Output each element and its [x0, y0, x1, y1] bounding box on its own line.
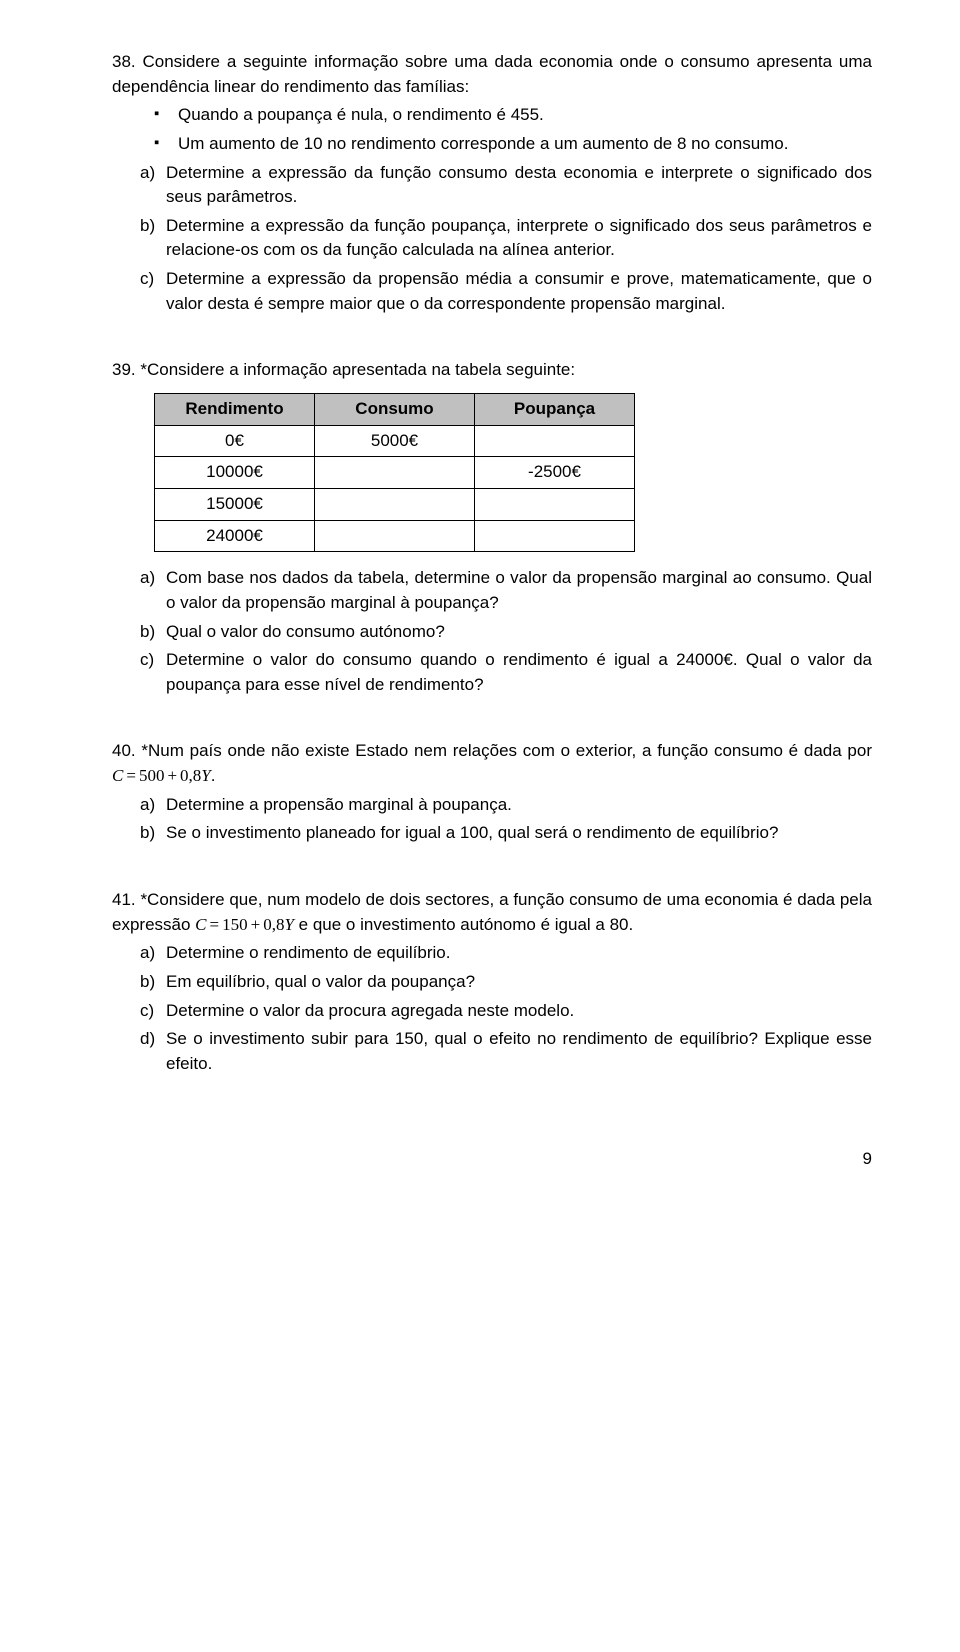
sub-text: Determine a propensão marginal à poupanç… [166, 795, 512, 814]
bullet-item: Quando a poupança é nula, o rendimento é… [154, 103, 872, 128]
question-intro: 38. Considere a seguinte informação sobr… [112, 50, 872, 99]
cell: 5000€ [315, 425, 475, 457]
cell: 15000€ [155, 488, 315, 520]
sub-item-b: b) Qual o valor do consumo autónomo? [140, 620, 872, 645]
sub-item-c: c) Determine o valor da procura agregada… [140, 999, 872, 1024]
sub-list: a) Determine o rendimento de equilíbrio.… [140, 941, 872, 1076]
sub-marker: c) [140, 267, 154, 292]
cell: 0€ [155, 425, 315, 457]
col-header: Poupança [475, 394, 635, 426]
cell [475, 520, 635, 552]
question-number: 41. [112, 890, 136, 909]
formula: C=150+0,8Y [195, 915, 294, 934]
sub-list: a) Determine a propensão marginal à poup… [140, 793, 872, 846]
cell [475, 488, 635, 520]
table-row: 15000€ [155, 488, 635, 520]
sub-list: a) Determine a expressão da função consu… [140, 161, 872, 317]
sub-text: Determine o valor da procura agregada ne… [166, 1001, 574, 1020]
sub-text: Determine a expressão da propensão média… [166, 269, 872, 313]
question-40: 40. *Num país onde não existe Estado nem… [112, 739, 872, 846]
table-row: 0€ 5000€ [155, 425, 635, 457]
sub-item-c: c) Determine o valor do consumo quando o… [140, 648, 872, 697]
sub-item-a: a) Determine o rendimento de equilíbrio. [140, 941, 872, 966]
sub-text: Em equilíbrio, qual o valor da poupança? [166, 972, 475, 991]
cell: 24000€ [155, 520, 315, 552]
cell [315, 520, 475, 552]
question-intro-pre: *Num país onde não existe Estado nem rel… [141, 741, 872, 760]
page-number: 9 [112, 1147, 872, 1172]
question-intro-text: Considere a seguinte informação sobre um… [112, 52, 872, 96]
sub-text: Se o investimento subir para 150, qual o… [166, 1029, 872, 1073]
sub-item-a: a) Com base nos dados da tabela, determi… [140, 566, 872, 615]
question-intro-post: . [211, 766, 216, 785]
col-header: Rendimento [155, 394, 315, 426]
table-row: 10000€ -2500€ [155, 457, 635, 489]
const: 500 [139, 766, 165, 785]
sub-marker: b) [140, 970, 155, 995]
sub-marker: d) [140, 1027, 155, 1052]
cell [315, 457, 475, 489]
question-39: 39. *Considere a informação apresentada … [112, 358, 872, 697]
sub-item-c: c) Determine a expressão da propensão mé… [140, 267, 872, 316]
sub-marker: a) [140, 161, 155, 186]
table-header-row: Rendimento Consumo Poupança [155, 394, 635, 426]
sub-text: Determine a expressão da função poupança… [166, 216, 872, 260]
bullet-list: Quando a poupança é nula, o rendimento é… [154, 103, 872, 156]
question-intro: 40. *Num país onde não existe Estado nem… [112, 739, 872, 788]
sub-item-b: b) Determine a expressão da função poupa… [140, 214, 872, 263]
question-number: 39. [112, 360, 136, 379]
eq-sign: = [207, 915, 223, 934]
table-row: 24000€ [155, 520, 635, 552]
cell: -2500€ [475, 457, 635, 489]
sub-list: a) Com base nos dados da tabela, determi… [140, 566, 872, 697]
question-intro: 39. *Considere a informação apresentada … [112, 358, 872, 383]
col-header: Consumo [315, 394, 475, 426]
sub-marker: c) [140, 648, 154, 673]
sub-text: Determine o rendimento de equilíbrio. [166, 943, 450, 962]
sub-text: Qual o valor do consumo autónomo? [166, 622, 445, 641]
sub-marker: a) [140, 941, 155, 966]
coef: 0,8 [263, 915, 284, 934]
sub-item-a: a) Determine a propensão marginal à poup… [140, 793, 872, 818]
question-38: 38. Considere a seguinte informação sobr… [112, 50, 872, 316]
sub-marker: c) [140, 999, 154, 1024]
sub-item-b: b) Se o investimento planeado for igual … [140, 821, 872, 846]
question-number: 38. [112, 52, 136, 71]
sub-item-b: b) Em equilíbrio, qual o valor da poupan… [140, 970, 872, 995]
plus-sign: + [248, 915, 264, 934]
cell [475, 425, 635, 457]
sub-item-d: d) Se o investimento subir para 150, qua… [140, 1027, 872, 1076]
var: Y [201, 766, 210, 785]
const: 150 [222, 915, 248, 934]
var: C [112, 766, 123, 785]
plus-sign: + [164, 766, 180, 785]
question-intro-post: e que o investimento autónomo é igual a … [294, 915, 633, 934]
sub-marker: a) [140, 566, 155, 591]
var: C [195, 915, 206, 934]
var: Y [284, 915, 293, 934]
sub-marker: b) [140, 214, 155, 239]
bullet-item: Um aumento de 10 no rendimento correspon… [154, 132, 872, 157]
sub-text: Com base nos dados da tabela, determine … [166, 568, 872, 612]
question-number: 40. [112, 741, 136, 760]
cell: 10000€ [155, 457, 315, 489]
data-table: Rendimento Consumo Poupança 0€ 5000€ 100… [154, 393, 635, 552]
sub-text: Determine a expressão da função consumo … [166, 163, 872, 207]
question-41: 41. *Considere que, num modelo de dois s… [112, 888, 872, 1076]
formula: C=500+0,8Y [112, 766, 211, 785]
cell [315, 488, 475, 520]
sub-marker: b) [140, 620, 155, 645]
eq-sign: = [123, 766, 139, 785]
sub-marker: a) [140, 793, 155, 818]
question-intro-text: *Considere a informação apresentada na t… [140, 360, 575, 379]
sub-marker: b) [140, 821, 155, 846]
question-intro: 41. *Considere que, num modelo de dois s… [112, 888, 872, 937]
sub-text: Determine o valor do consumo quando o re… [166, 650, 872, 694]
coef: 0,8 [180, 766, 201, 785]
sub-text: Se o investimento planeado for igual a 1… [166, 823, 778, 842]
sub-item-a: a) Determine a expressão da função consu… [140, 161, 872, 210]
